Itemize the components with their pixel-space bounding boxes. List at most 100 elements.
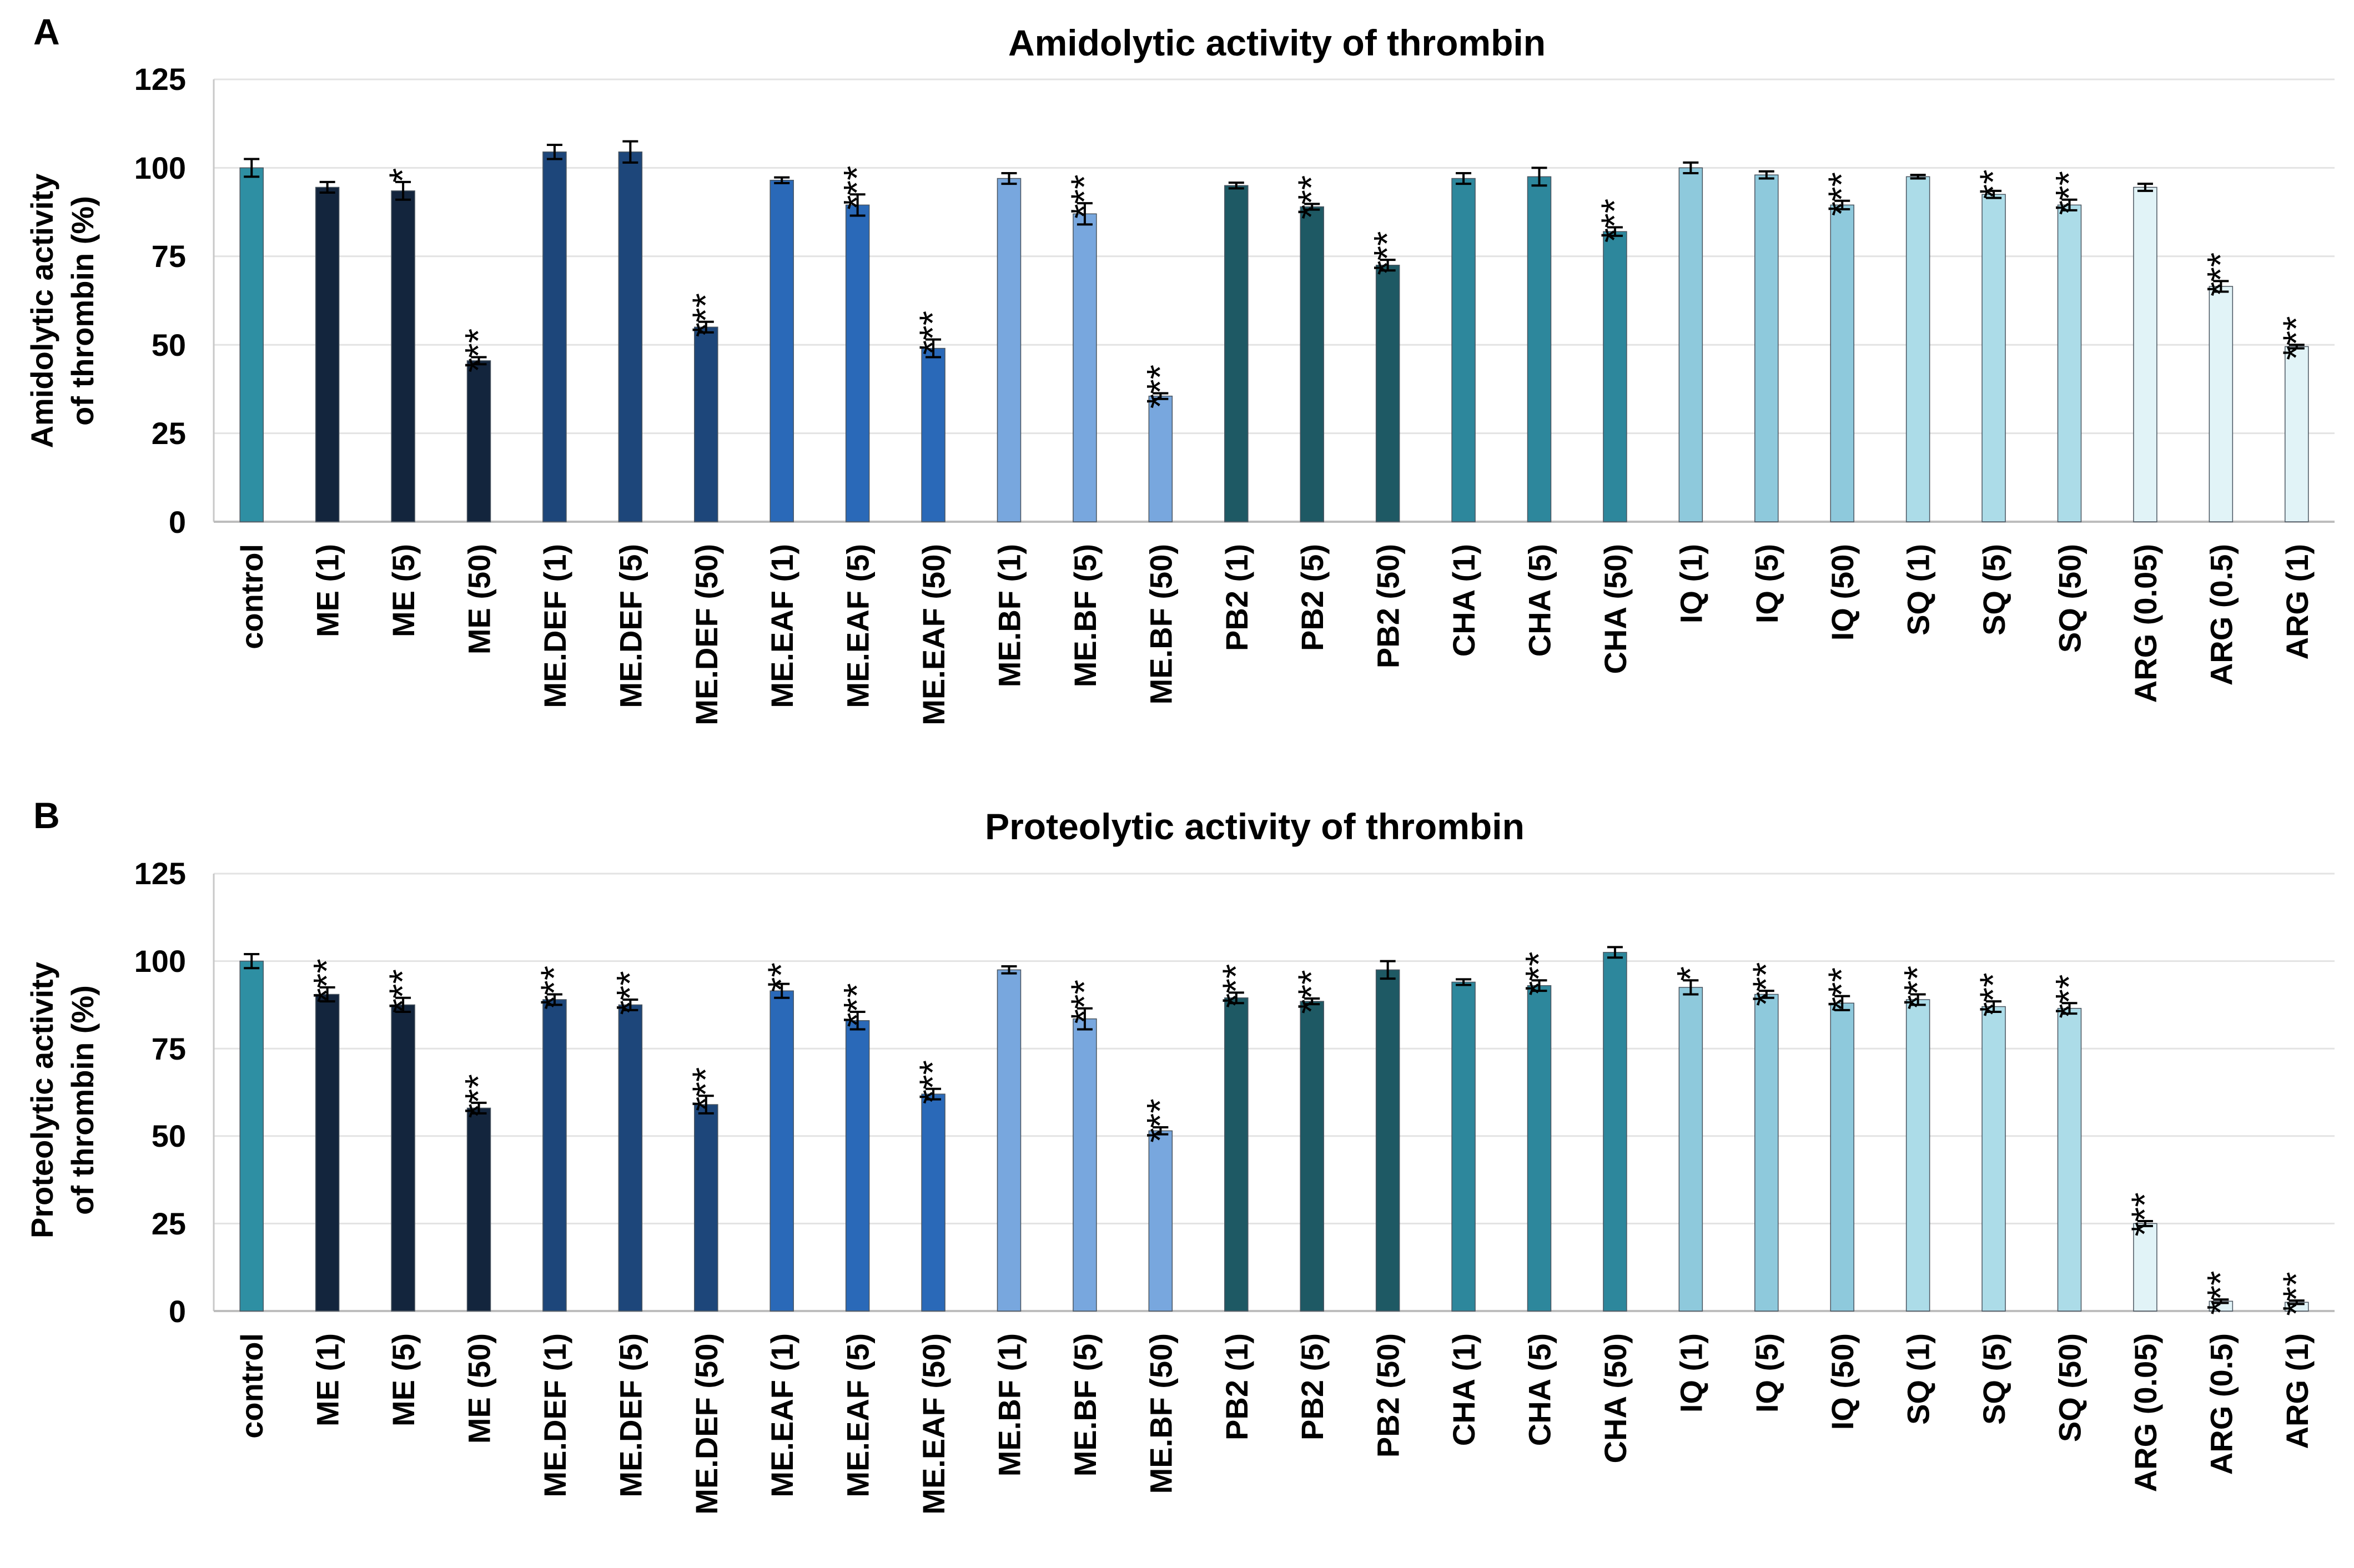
- chart-b-svg: B Proteolytic activity of thrombin Prote…: [24, 795, 2335, 1515]
- panel-label-b: B: [33, 795, 60, 836]
- bar: [2057, 204, 2082, 522]
- bar: [391, 190, 415, 522]
- y-tick-label: 100: [134, 944, 186, 979]
- x-tick-label: CHA (5): [1522, 544, 1557, 657]
- significance-label: **: [1972, 169, 2014, 199]
- bar: [1905, 176, 1930, 522]
- y-axis-label-b-line1: Proteolytic activity: [24, 962, 59, 1238]
- bar: [1300, 1001, 1324, 1312]
- bar: [997, 178, 1022, 522]
- x-tick-label: ME.DEF (1): [537, 1333, 572, 1498]
- significance-label: ***: [912, 311, 954, 355]
- x-tick-label: ME.DEF (1): [537, 544, 572, 708]
- significance-label: ***: [1593, 199, 1636, 243]
- x-tick-label: ME.BF (50): [1143, 544, 1178, 704]
- x-tick-label: IQ (50): [1825, 544, 1860, 641]
- bar: [2133, 186, 2157, 522]
- significance-label: ***: [1820, 172, 1863, 216]
- x-tick-label: ME.DEF (5): [613, 544, 648, 708]
- x-tick-label: ME (50): [462, 544, 497, 654]
- x-tick-label: IQ (50): [1825, 1333, 1860, 1430]
- x-tick-label: PB2 (5): [1295, 1333, 1330, 1440]
- bar: [1375, 264, 1400, 522]
- bar: [1603, 952, 1627, 1312]
- bar: [845, 204, 870, 522]
- x-tick-label: ME.EAF (1): [764, 544, 799, 708]
- x-tick-label: ARG (1): [2280, 544, 2315, 659]
- bar: [769, 990, 794, 1312]
- y-tick-label: 0: [169, 1294, 186, 1329]
- chart-title-a: Amidolytic activity of thrombin: [1008, 22, 1546, 63]
- x-tick-label: control: [234, 1333, 269, 1439]
- y-tick-label: 125: [134, 856, 186, 891]
- bar: [2133, 1223, 2157, 1312]
- x-tick-label: ME.EAF (5): [841, 1333, 876, 1498]
- significance-label: *: [1669, 966, 1711, 981]
- bar: [239, 960, 264, 1312]
- x-tick-label: SQ (5): [1976, 544, 2011, 636]
- x-tick-label: ARG (0.5): [2204, 544, 2239, 685]
- bar: [1905, 999, 1930, 1312]
- chart-title-b: Proteolytic activity of thrombin: [985, 806, 1525, 847]
- significance-label: ***: [2124, 1192, 2166, 1236]
- bar: [1073, 1018, 1097, 1312]
- significance-label: ***: [1290, 970, 1332, 1014]
- significance-label: ***: [1972, 972, 2014, 1016]
- bar: [1527, 985, 1552, 1312]
- x-tick-label: SQ (1): [1901, 544, 1936, 636]
- bar: [239, 167, 264, 522]
- significance-label: ***: [1139, 365, 1181, 409]
- bar: [1451, 178, 1476, 522]
- bar: [466, 1107, 491, 1312]
- y-tick-label: 100: [134, 150, 186, 185]
- x-tick-label: IQ (1): [1673, 544, 1708, 623]
- x-tick-label: ARG (0.05): [2128, 544, 2163, 703]
- x-tick-label: CHA (5): [1522, 1333, 1557, 1446]
- x-tick-label: SQ (50): [2053, 1333, 2088, 1442]
- significance-label: ***: [1290, 175, 1332, 219]
- x-tick-label: ME.DEF (5): [613, 1333, 648, 1498]
- significance-label: **: [760, 962, 802, 992]
- bar: [921, 347, 945, 522]
- bar: [1073, 213, 1097, 522]
- x-tick-label: ARG (0.5): [2204, 1333, 2239, 1475]
- x-tick-label: IQ (5): [1749, 544, 1784, 623]
- x-tick-label: ME (1): [310, 544, 345, 637]
- y-axis-label-a-line1: Amidolytic activity: [24, 174, 59, 448]
- significance-label: ***: [1063, 980, 1105, 1024]
- significance-label: ***: [1518, 952, 1560, 996]
- significance-label: ***: [1745, 962, 1787, 1006]
- x-tick-label: ARG (1): [2280, 1333, 2315, 1449]
- bar: [618, 151, 643, 522]
- bar: [1754, 994, 1779, 1312]
- x-tick-label: ME.EAF (5): [841, 544, 876, 708]
- bar: [1981, 1006, 2006, 1312]
- y-tick-label: 50: [152, 1118, 186, 1153]
- y-ticks-a: 0 25 50 75 100 125: [134, 62, 186, 540]
- bar: [1830, 1002, 1854, 1312]
- significance-label: ***: [912, 1060, 954, 1104]
- x-tick-label: SQ (50): [2053, 544, 2088, 653]
- x-tick-label: PB2 (5): [1295, 544, 1330, 651]
- x-tick-label: PB2 (50): [1371, 544, 1406, 668]
- bar: [1148, 1130, 1173, 1312]
- bar: [315, 994, 340, 1312]
- bar: [1981, 194, 2006, 522]
- chart-a-svg: A Amidolytic activity of thrombin Amidol…: [24, 11, 2335, 725]
- chart-panel-b: B Proteolytic activity of thrombin Prote…: [0, 784, 2354, 1568]
- bar: [542, 151, 567, 522]
- x-tick-label: SQ (5): [1976, 1333, 2011, 1425]
- significance-label: ***: [2048, 171, 2090, 215]
- x-tick-label: IQ (5): [1749, 1333, 1784, 1413]
- bar: [542, 999, 567, 1312]
- bar: [1300, 206, 1324, 522]
- x-tick-label: CHA (50): [1598, 1333, 1633, 1463]
- bar: [1603, 231, 1627, 522]
- x-tick-label: ME.BF (5): [1068, 1333, 1103, 1476]
- x-tick-label: ME (5): [386, 544, 421, 637]
- x-tick-label: PB2 (50): [1371, 1333, 1406, 1458]
- significance-label: ***: [2275, 316, 2317, 360]
- bar: [391, 1004, 415, 1312]
- bar: [845, 1020, 870, 1312]
- y-tick-label: 50: [152, 327, 186, 362]
